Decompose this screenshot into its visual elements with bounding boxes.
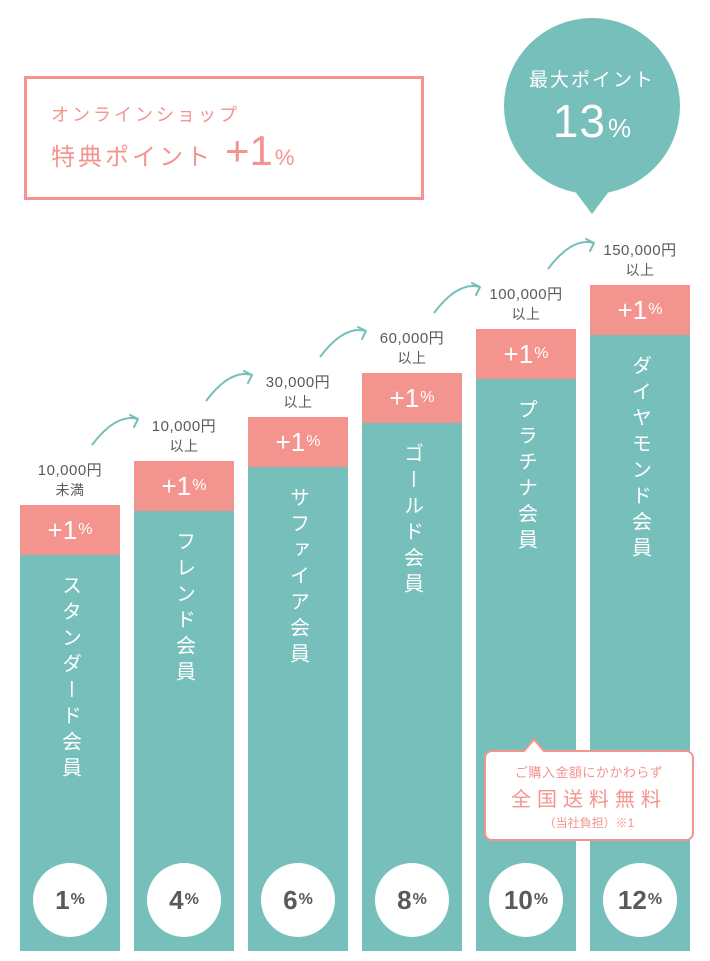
- base-percent-circle: 12%: [603, 863, 677, 937]
- tier-arrow: [316, 321, 376, 361]
- base-percent-circle: 1%: [33, 863, 107, 937]
- tier-name-label: フレンド会員: [170, 531, 199, 687]
- tier-threshold: 60,000円以上: [380, 329, 444, 367]
- tier-bonus-cap: +1%: [134, 461, 234, 511]
- base-percent-value: 4: [169, 885, 183, 916]
- tier-name-label: ダイヤモンド会員: [626, 355, 655, 563]
- tier-arrow: [544, 233, 604, 273]
- free-shipping-line3: （当社負担）※1: [492, 814, 686, 831]
- cap-value: +1: [618, 295, 648, 326]
- base-percent-value: 8: [397, 885, 411, 916]
- base-percent-unit: %: [648, 891, 662, 909]
- base-percent-value: 6: [283, 885, 297, 916]
- tier-bar: フレンド会員 4%: [134, 511, 234, 951]
- base-percent-value: 12: [618, 885, 647, 916]
- bonus-box-row: 特典ポイント +1 %: [51, 127, 397, 175]
- tier-threshold: 30,000円以上: [266, 373, 330, 411]
- threshold-suffix: 以上: [603, 261, 676, 279]
- tier-chart: 10,000円未満+1%スタンダード会員1% 10,000円以上+1%フレンド会…: [10, 251, 700, 951]
- free-shipping-line1: ご購入金額にかかわらず: [492, 762, 686, 781]
- bonus-box-value: +1: [225, 127, 273, 175]
- cap-unit: %: [78, 521, 92, 539]
- tier-bonus-cap: +1%: [248, 417, 348, 467]
- tier-name-label: サファイア会員: [284, 487, 313, 669]
- cap-unit: %: [420, 389, 434, 407]
- base-percent-circle: 8%: [375, 863, 449, 937]
- tier-bar: ゴールド会員 8%: [362, 423, 462, 951]
- cap-unit: %: [534, 345, 548, 363]
- cap-unit: %: [192, 477, 206, 495]
- tier-name-label: ゴールド会員: [398, 443, 427, 599]
- bonus-box-subtitle: オンラインショップ: [51, 101, 397, 127]
- tier-threshold: 10,000円未満: [38, 461, 102, 499]
- base-percent-circle: 4%: [147, 863, 221, 937]
- tier-threshold: 100,000円以上: [489, 285, 562, 323]
- tier-bar: スタンダード会員 1%: [20, 555, 120, 951]
- tier-bar: ダイヤモンド会員 12%: [590, 335, 690, 951]
- tier-column: 100,000円以上 +1% プラチナ会員 10%: [476, 285, 576, 951]
- max-points-unit: %: [608, 113, 631, 144]
- threshold-amount: 30,000円: [266, 373, 330, 393]
- max-points-value-row: 13 %: [553, 94, 631, 148]
- cap-value: +1: [390, 383, 420, 414]
- max-points-label: 最大ポイント: [529, 65, 655, 92]
- threshold-suffix: 以上: [380, 349, 444, 367]
- online-shop-bonus-box: オンラインショップ 特典ポイント +1 %: [24, 76, 424, 200]
- cap-value: +1: [48, 515, 78, 546]
- base-percent-value: 1: [55, 885, 69, 916]
- base-percent-circle: 6%: [261, 863, 335, 937]
- bonus-box-unit: %: [275, 145, 295, 171]
- threshold-suffix: 以上: [489, 305, 562, 323]
- tier-column: 150,000円以上 +1% ダイヤモンド会員 12%: [590, 241, 690, 951]
- threshold-suffix: 以上: [266, 393, 330, 411]
- base-percent-unit: %: [299, 891, 313, 909]
- tier-arrow: [88, 409, 148, 449]
- base-percent-unit: %: [413, 891, 427, 909]
- cap-value: +1: [162, 471, 192, 502]
- tier-column: 10,000円以上 +1% フレンド会員 4%: [134, 417, 234, 951]
- base-percent-unit: %: [534, 891, 548, 909]
- threshold-suffix: 未満: [38, 481, 102, 499]
- tier-name-label: プラチナ会員: [512, 399, 541, 555]
- base-percent-circle: 10%: [489, 863, 563, 937]
- cap-unit: %: [306, 433, 320, 451]
- tier-name-label: スタンダード会員: [56, 575, 85, 783]
- tier-arrow: [430, 277, 490, 317]
- threshold-amount: 100,000円: [489, 285, 562, 305]
- threshold-amount: 10,000円: [152, 417, 216, 437]
- base-percent-unit: %: [185, 891, 199, 909]
- max-points-value: 13: [553, 94, 606, 148]
- tier-threshold: 150,000円以上: [603, 241, 676, 279]
- base-percent-value: 10: [504, 885, 533, 916]
- threshold-amount: 60,000円: [380, 329, 444, 349]
- tier-column: 10,000円未満 +1% スタンダード会員 1%: [20, 461, 120, 951]
- threshold-amount: 150,000円: [603, 241, 676, 261]
- tier-bar: サファイア会員 6%: [248, 467, 348, 951]
- cap-value: +1: [276, 427, 306, 458]
- tier-bonus-cap: +1%: [20, 505, 120, 555]
- free-shipping-callout: ご購入金額にかかわらず 全国送料無料 （当社負担）※1: [484, 750, 694, 841]
- threshold-suffix: 以上: [152, 437, 216, 455]
- free-shipping-tail-inner: [522, 741, 546, 755]
- cap-unit: %: [648, 301, 662, 319]
- tier-column: 60,000円以上 +1% ゴールド会員 8%: [362, 329, 462, 951]
- tier-column: 30,000円以上 +1% サファイア会員 6%: [248, 373, 348, 951]
- base-percent-unit: %: [71, 891, 85, 909]
- free-shipping-line2: 全国送料無料: [492, 783, 686, 812]
- tier-bonus-cap: +1%: [476, 329, 576, 379]
- tier-arrow: [202, 365, 262, 405]
- tier-bonus-cap: +1%: [362, 373, 462, 423]
- threshold-amount: 10,000円: [38, 461, 102, 481]
- max-points-badge-tail: [574, 190, 610, 214]
- tier-bonus-cap: +1%: [590, 285, 690, 335]
- tier-threshold: 10,000円以上: [152, 417, 216, 455]
- tier-bar: プラチナ会員 10%: [476, 379, 576, 951]
- max-points-badge: 最大ポイント 13 %: [504, 18, 680, 194]
- cap-value: +1: [504, 339, 534, 370]
- bonus-box-title: 特典ポイント: [51, 137, 213, 172]
